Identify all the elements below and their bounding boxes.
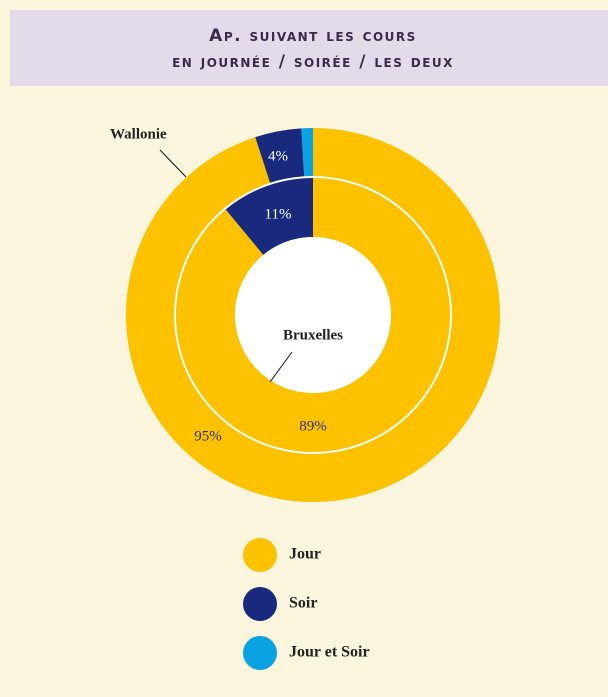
series-name: Wallonie — [110, 126, 167, 142]
leader-line — [269, 351, 293, 383]
legend-label: Jour — [289, 546, 321, 563]
leader-line — [159, 149, 187, 178]
donut-segment — [301, 128, 313, 177]
value-label: 95% — [194, 428, 222, 444]
legend-swatch — [243, 587, 277, 621]
series-name: Bruxelles — [283, 327, 343, 343]
donut-segment — [255, 128, 305, 183]
value-label: 11% — [265, 206, 292, 222]
legend-label: Soir — [289, 595, 317, 612]
rings — [126, 128, 501, 502]
legend-label: Jour et Soir — [289, 644, 370, 661]
legend-swatch — [243, 636, 277, 670]
header — [10, 10, 608, 86]
value-label: 4% — [268, 148, 288, 164]
value-label: 89% — [299, 418, 327, 434]
legend-swatch — [243, 538, 277, 572]
ring-separator — [174, 176, 452, 454]
donut-hole — [235, 237, 391, 393]
chart-title: en journée / soirée / les deux — [172, 52, 454, 72]
chart-title: Ap. suivant les cours — [209, 26, 417, 46]
donut-segment — [175, 178, 450, 453]
donut-segment — [225, 178, 313, 255]
